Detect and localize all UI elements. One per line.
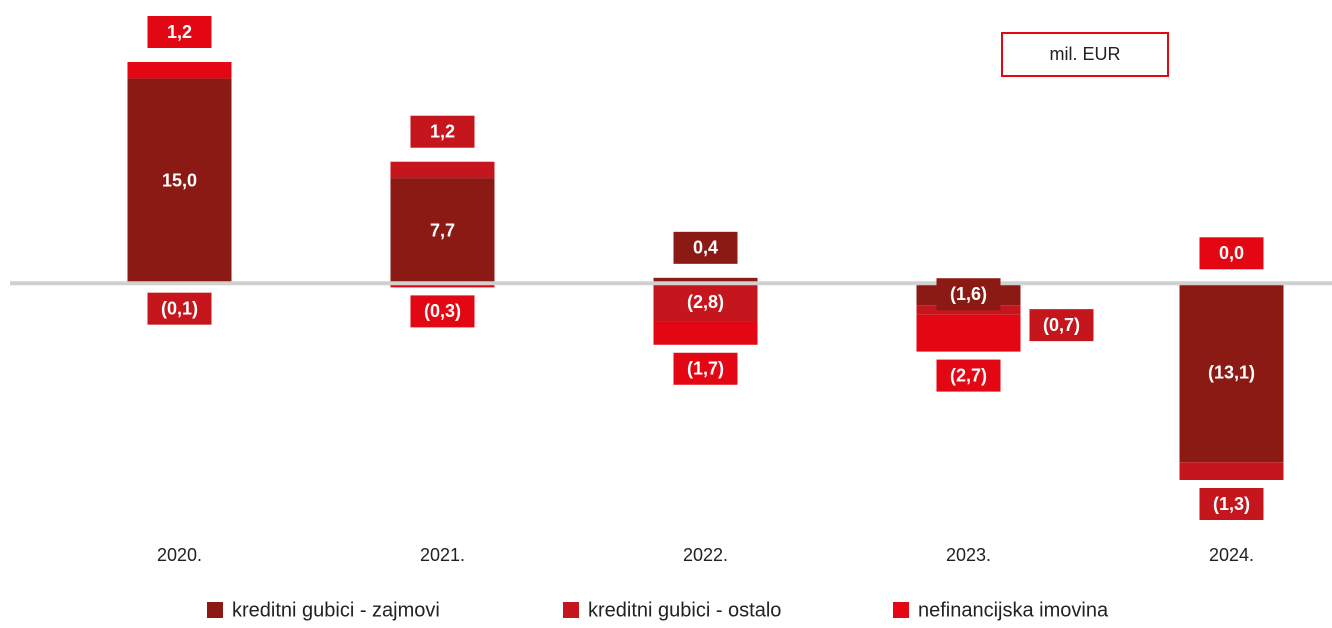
data-label: (1,6)	[950, 284, 987, 304]
data-label: (1,7)	[687, 359, 724, 379]
data-label-box	[1199, 237, 1264, 270]
data-label: 0,0	[1219, 243, 1244, 263]
x-tick-label: 2023.	[946, 545, 991, 565]
bar-segment	[916, 314, 1021, 352]
data-label-box	[410, 214, 475, 247]
legend-swatch	[893, 602, 909, 618]
data-label: (2,8)	[687, 292, 724, 312]
unit-label: mil. EUR	[1050, 44, 1121, 64]
data-label-box	[1199, 488, 1264, 520]
bar-segment	[390, 283, 495, 288]
data-label: 15,0	[162, 171, 197, 191]
data-label-box	[410, 295, 475, 328]
x-tick-label: 2020.	[157, 545, 202, 565]
unit-box	[1001, 32, 1169, 77]
data-label-box	[673, 286, 738, 319]
bar-segment	[390, 161, 495, 179]
x-tick-label: 2022.	[683, 545, 728, 565]
data-label-box	[1029, 309, 1094, 342]
data-label: 0,4	[693, 238, 718, 258]
data-label-box	[410, 115, 475, 148]
bar-segment	[127, 62, 232, 79]
data-label-box	[673, 231, 738, 264]
legend-label: nefinancijska imovina	[918, 599, 1109, 621]
legend-swatch	[207, 602, 223, 618]
x-tick-label: 2021.	[420, 545, 465, 565]
data-label-box	[1199, 356, 1264, 389]
data-label-box	[147, 292, 212, 325]
bar-segment	[1179, 462, 1284, 480]
data-label-box	[147, 164, 212, 197]
data-label: (2,7)	[950, 365, 987, 385]
data-label-box	[936, 359, 1001, 392]
data-label: (1,3)	[1213, 494, 1250, 514]
data-label: (0,1)	[161, 298, 198, 318]
data-label: (0,7)	[1043, 315, 1080, 335]
data-label: 1,2	[430, 121, 455, 141]
data-label-box	[936, 278, 1001, 311]
legend-label: kreditni gubici - zajmovi	[232, 599, 440, 621]
bar-segment	[653, 277, 758, 284]
legend-swatch	[563, 602, 579, 618]
data-label-box	[673, 352, 738, 385]
data-label-box	[147, 16, 212, 48]
data-label: 1,2	[167, 22, 192, 42]
bar-segment	[653, 321, 758, 345]
data-label: (13,1)	[1208, 363, 1255, 383]
x-tick-label: 2024.	[1209, 545, 1254, 565]
data-label: 7,7	[430, 220, 455, 240]
legend-label: kreditni gubici - ostalo	[588, 599, 781, 621]
data-label: (0,3)	[424, 301, 461, 321]
